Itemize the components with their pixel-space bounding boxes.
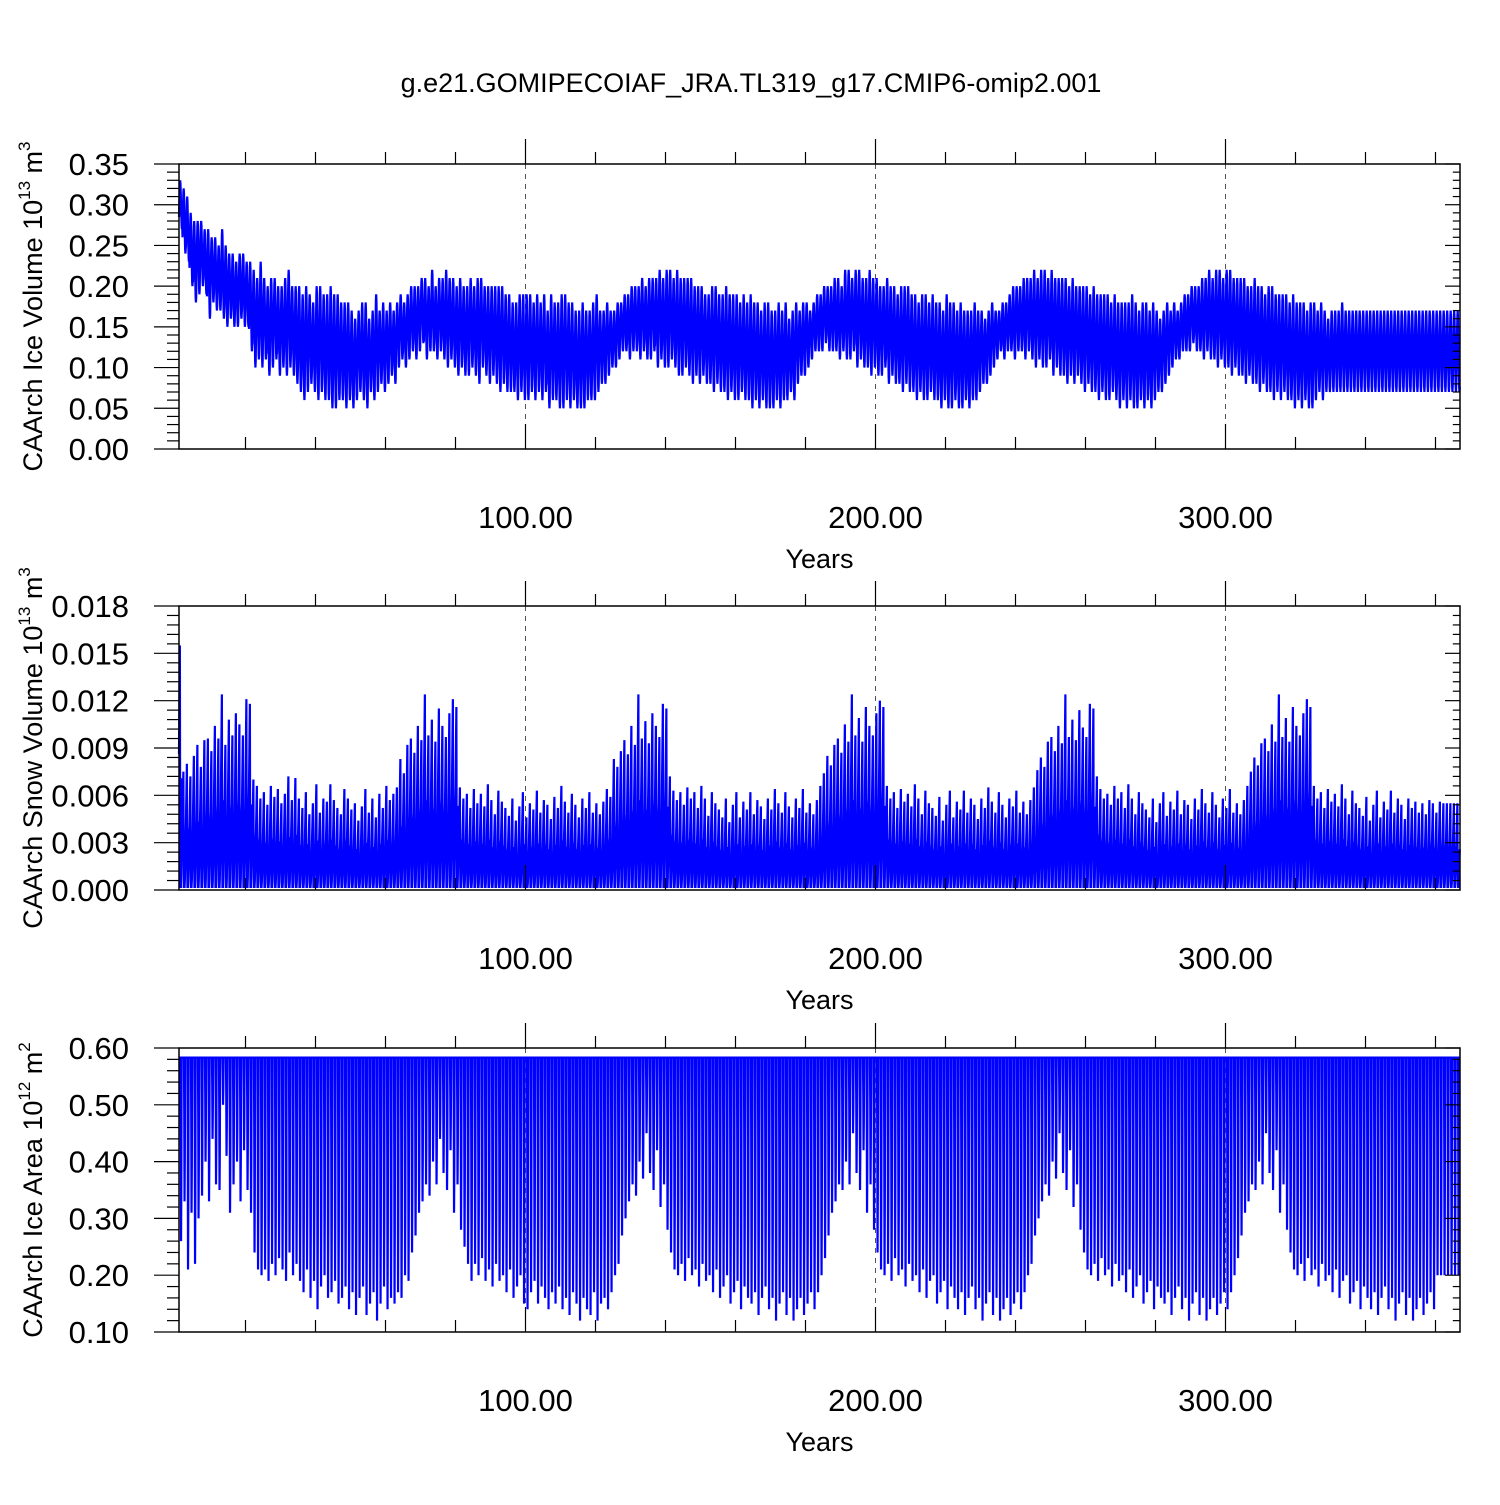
panels: 100.00 200.00 300.00 Years 0.00 0.05 0.10 0.15 0… [15,139,1461,1457]
y-tick-label: 0.000 [51,873,129,908]
x-axis-title: Years [785,544,853,574]
x-axis-title: Years [785,1427,853,1457]
y-tick-label: 0.40 [69,1145,129,1180]
panel-1: 100.00 200.00 300.00 Years 0.00 0.05 0.10 0.15 0… [15,139,1461,574]
x-tick-label: 300.00 [1178,1383,1273,1418]
y-tick-label: 0.009 [51,731,129,766]
x-tick-label: 300.00 [1178,941,1273,976]
y-tick-label: 0.20 [69,269,129,304]
x-tick-label: 100.00 [478,941,573,976]
y-axis-title: CAArch Ice Area 1012 m2 [15,1042,48,1338]
y-axis-title-unit-exponent: 3 [15,141,34,150]
y-tick-label: 0.012 [51,684,129,719]
y-tick-label: 0.05 [69,391,129,426]
x-tick-label: 200.00 [828,500,923,535]
y-axis-title: CAArch Snow Volume 1013 m3 [15,567,48,929]
x-tick-label: 100.00 [478,500,573,535]
y-tick-label: 0.018 [51,589,129,624]
y-axis-title-unit: m [18,577,48,607]
y-tick-label: 0.10 [69,351,129,386]
y-axis-title-unit: m [18,1052,48,1082]
plot-frame [178,163,1461,450]
y-tick-label: 0.003 [51,826,129,861]
panel-3: 100.00 200.00 300.00 Years 0.10 0.20 0.30 0.40 0… [15,1023,1461,1457]
y-tick-label: 0.50 [69,1088,129,1123]
x-tick-label: 100.00 [478,1383,573,1418]
y-axis-title-main: CAArch Ice Volume 10 [18,200,48,472]
x-tick-label: 200.00 [828,1383,923,1418]
y-axis-title-unit-exponent: 3 [15,567,34,576]
y-axis-title-unit: m [18,151,48,181]
y-axis-title-main: CAArch Ice Area 10 [18,1101,48,1338]
y-axis-title-exponent: 13 [15,181,34,200]
y-tick-label: 0.35 [69,147,129,182]
y-axis-title-exponent: 12 [15,1082,34,1101]
chart-title: g.e21.GOMIPECOIAF_JRA.TL319_g17.CMIP6-om… [401,68,1102,98]
x-axis-title: Years [785,985,853,1015]
y-tick-label: 0.25 [69,228,129,263]
series-line [179,1056,1461,1321]
plot-frame [178,1047,1461,1333]
y-axis-title-exponent: 13 [15,607,34,626]
y-tick-label: 0.00 [69,432,129,467]
y-tick-label: 0.30 [69,1201,129,1236]
y-tick-label: 0.10 [69,1315,129,1350]
y-axis-title-unit-exponent: 2 [15,1042,34,1051]
y-tick-label: 0.60 [69,1031,129,1066]
y-axis-title-main: CAArch Snow Volume 10 [18,626,48,929]
y-tick-label: 0.006 [51,778,129,813]
y-tick-label: 0.20 [69,1258,129,1293]
series-line [177,180,1461,409]
x-tick-label: 200.00 [828,941,923,976]
y-tick-label: 0.015 [51,636,129,671]
y-tick-label: 0.15 [69,310,129,345]
x-tick-label: 300.00 [1178,500,1273,535]
y-axis-title: CAArch Ice Volume 1013 m3 [15,141,48,471]
series-line [177,645,1461,888]
y-tick-label: 0.30 [69,188,129,223]
panel-2: 100.00 200.00 300.00 Years 0.000 0.003 0.006 0.… [15,567,1461,1015]
